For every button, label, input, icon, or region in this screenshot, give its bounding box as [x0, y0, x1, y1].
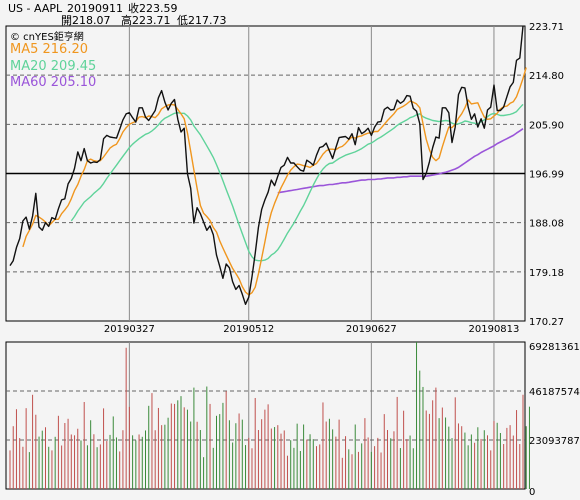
ma60-line [277, 128, 524, 194]
price-y-tick-label: 223.71 [529, 22, 564, 33]
price-y-tick-label: 179.18 [529, 268, 564, 279]
volume-y-tick-label: 46187574 [529, 387, 580, 398]
ma20-line [70, 103, 524, 262]
header-date: 20190911 [67, 2, 123, 15]
header-high: 高223.71 [121, 14, 171, 27]
volume-y-tick-label: 0 [529, 487, 535, 498]
legend-ma5: MA5 216.20 [10, 42, 88, 57]
legend-ma20: MA20 209.45 [10, 59, 97, 74]
x-tick-label: 20190627 [346, 324, 397, 335]
price-y-tick-label: 188.08 [529, 219, 564, 230]
price-y-tick-label: 170.27 [529, 317, 564, 328]
x-tick-label: 20190512 [223, 324, 274, 335]
x-tick-label: 20190327 [104, 324, 155, 335]
ma5-line [22, 67, 527, 296]
legend-ma60: MA60 205.10 [10, 75, 97, 90]
watermark: © cnYES鉅亨網 [10, 32, 84, 43]
header-close: 收223.59 [128, 2, 178, 15]
header-open: 開218.07 [61, 14, 111, 27]
price-y-tick-label: 214.80 [529, 71, 564, 82]
header-low: 低217.73 [177, 14, 227, 27]
close-price-line [9, 26, 524, 305]
price-y-tick-label: 196.99 [529, 170, 564, 181]
volume-y-tick-label: 69281361 [529, 342, 580, 353]
x-tick-label: 20190813 [469, 324, 520, 335]
header-symbol: US - AAPL [8, 2, 63, 15]
price-y-tick-label: 205.90 [529, 120, 564, 131]
volume-panel-frame [5, 341, 526, 490]
volume-y-tick-label: 23093787 [529, 436, 580, 447]
